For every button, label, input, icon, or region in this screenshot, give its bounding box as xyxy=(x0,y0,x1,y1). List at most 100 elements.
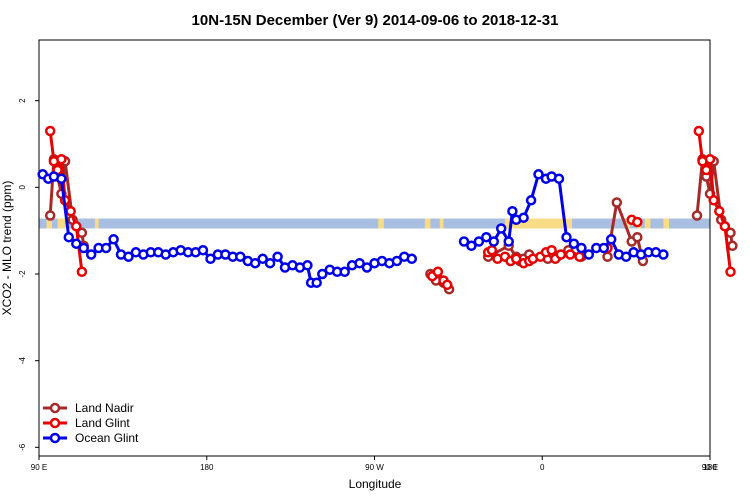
data-point xyxy=(701,164,712,176)
chart-title: 10N-15N December (Ver 9) 2014-09-06 to 2… xyxy=(192,12,559,29)
data-point xyxy=(602,251,613,262)
y-tick-label: -4 xyxy=(18,357,27,365)
data-point xyxy=(56,153,67,165)
land-segment xyxy=(424,218,431,229)
data-point xyxy=(561,231,572,243)
x-tick-label: 90 W xyxy=(365,463,384,472)
data-point xyxy=(708,195,719,206)
data-point xyxy=(56,173,67,184)
data-point xyxy=(533,169,544,180)
data-point xyxy=(507,205,518,217)
data-point xyxy=(620,251,632,262)
data-point xyxy=(311,277,322,288)
data-point xyxy=(503,236,514,247)
data-point xyxy=(510,253,522,265)
data-point xyxy=(63,231,75,243)
data-point xyxy=(598,242,610,254)
y-tick-label: -2 xyxy=(18,270,27,278)
land-segment xyxy=(663,218,669,229)
data-point xyxy=(564,249,576,260)
data-point xyxy=(123,251,134,262)
data-point xyxy=(354,257,365,269)
data-point xyxy=(714,205,725,217)
y-tick-label: 2 xyxy=(18,98,27,103)
data-point xyxy=(249,257,261,269)
data-point xyxy=(704,153,716,165)
data-point xyxy=(100,242,112,254)
data-point xyxy=(632,231,643,243)
x-tick-label: 180 xyxy=(703,463,717,472)
land-segment xyxy=(378,218,384,229)
data-point xyxy=(272,251,283,262)
data-point xyxy=(71,221,82,232)
x-axis-label: Longitude xyxy=(349,477,402,491)
data-point xyxy=(44,125,56,137)
series-land-glint xyxy=(44,125,736,291)
data-point xyxy=(611,197,623,208)
x-tick-label: 90 E xyxy=(702,463,718,472)
data-point xyxy=(525,195,537,206)
data-point xyxy=(632,216,643,228)
x-tick-label: 0 xyxy=(540,463,545,472)
series-ocean-glint xyxy=(37,169,669,288)
y-axis: 2 0 -2 -4 -6 xyxy=(18,98,39,451)
data-point xyxy=(197,244,209,256)
data-point xyxy=(302,260,313,271)
x-tick-label: 180 xyxy=(200,463,214,472)
data-point xyxy=(339,266,350,278)
y-tick-label: -6 xyxy=(18,443,27,451)
data-point xyxy=(605,234,617,245)
data-point xyxy=(486,244,498,256)
land-segment xyxy=(57,218,69,229)
y-axis-label: XCO2 - MLO trend (ppm) xyxy=(0,181,14,316)
y-tick-label: 0 xyxy=(18,185,27,190)
data-point xyxy=(391,255,403,267)
data-point xyxy=(553,173,565,184)
land-segment xyxy=(439,218,444,229)
data-point xyxy=(361,262,373,273)
data-point xyxy=(317,268,328,280)
data-point xyxy=(466,240,477,252)
legend-swatch-marker xyxy=(49,417,61,429)
data-point xyxy=(568,238,580,249)
data-point xyxy=(406,253,418,265)
land-ocean-band xyxy=(39,218,710,229)
data-point xyxy=(546,244,557,256)
data-point xyxy=(727,240,738,252)
data-point xyxy=(108,234,119,245)
data-point xyxy=(78,242,89,254)
data-point xyxy=(658,249,669,260)
data-point xyxy=(44,210,56,221)
data-point xyxy=(264,257,276,269)
data-point xyxy=(235,251,246,262)
land-segment xyxy=(46,218,53,229)
data-point xyxy=(205,253,216,265)
data-point xyxy=(518,212,529,223)
data-point xyxy=(719,221,731,232)
land-segment xyxy=(504,218,573,229)
data-point xyxy=(725,266,736,278)
data-point xyxy=(441,279,453,291)
data-point xyxy=(555,249,567,260)
data-point xyxy=(85,249,97,260)
land-segment xyxy=(644,218,651,229)
legend-label: Land Glint xyxy=(75,416,130,430)
data-point xyxy=(71,238,82,249)
data-point xyxy=(76,266,88,278)
data-point xyxy=(432,266,444,278)
land-segment xyxy=(94,218,99,229)
series-layer xyxy=(37,125,738,295)
legend-swatch-marker xyxy=(49,402,61,414)
ocean-band xyxy=(39,218,710,229)
land-segment xyxy=(626,218,630,229)
data-point xyxy=(693,125,705,137)
data-point xyxy=(473,236,485,247)
legend-label: Ocean Glint xyxy=(75,431,139,445)
data-point xyxy=(583,249,595,260)
legend-label: Land Nadir xyxy=(75,401,134,415)
x-tick-label: 90 E xyxy=(31,463,47,472)
data-point xyxy=(481,231,492,243)
